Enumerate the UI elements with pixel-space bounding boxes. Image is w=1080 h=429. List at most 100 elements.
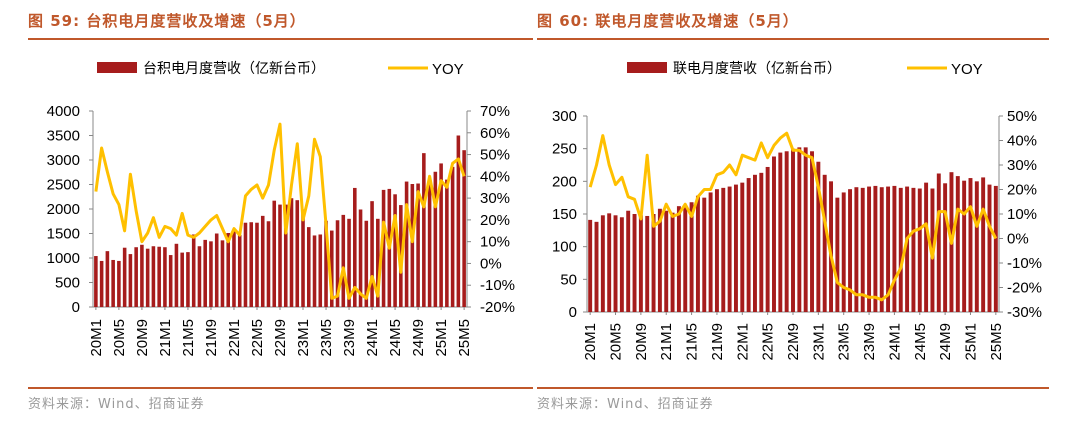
left-tick-label: 2000 — [47, 201, 80, 218]
right-tick-label: 0% — [1007, 231, 1029, 248]
revenue-bar — [740, 182, 745, 312]
revenue-bar — [306, 227, 311, 307]
legend-bar-label: 台积电月度营收（亿新台币） — [143, 61, 325, 77]
revenue-bar — [272, 200, 277, 307]
left-tick-label: 0 — [72, 299, 80, 316]
x-tick-label: 24M9 — [410, 319, 427, 357]
revenue-bar — [318, 234, 323, 307]
revenue-bar — [968, 178, 973, 312]
revenue-bar — [330, 230, 334, 307]
revenue-bar — [632, 214, 637, 312]
left-tick-label: 4000 — [47, 103, 80, 120]
revenue-bar — [180, 252, 184, 307]
x-tick-label: 21M5 — [180, 319, 197, 357]
revenue-bar — [683, 207, 688, 312]
x-tick-label: 21M1 — [157, 319, 174, 357]
revenue-bar — [237, 234, 242, 307]
revenue-bar — [295, 200, 300, 307]
left-tick-label: 3500 — [47, 128, 80, 145]
x-tick-label: 25M1 — [433, 319, 450, 357]
revenue-bar — [462, 150, 466, 307]
revenue-bar — [393, 194, 397, 307]
x-tick-label: 24M1 — [364, 319, 381, 357]
revenue-bar — [433, 171, 438, 307]
revenue-bar — [708, 192, 713, 312]
legend-bar-swatch — [627, 62, 667, 73]
revenue-bar — [191, 234, 196, 307]
revenue-bar — [301, 209, 305, 307]
legend-line-label: YOY — [432, 61, 464, 78]
source-rule — [28, 387, 533, 389]
left-tick-label: 50 — [560, 271, 577, 288]
revenue-bar — [924, 182, 929, 312]
revenue-bar — [981, 177, 986, 312]
left-tick-label: 250 — [552, 141, 577, 158]
x-tick-label: 21M5 — [684, 323, 701, 361]
revenue-bar — [128, 254, 133, 307]
revenue-bar — [613, 215, 618, 312]
x-tick-label: 20M9 — [134, 319, 151, 357]
revenue-bar — [370, 201, 374, 307]
revenue-bar — [816, 161, 821, 312]
revenue-bar — [619, 217, 624, 312]
revenue-bar — [249, 222, 254, 307]
x-tick-label: 22M5 — [249, 319, 266, 357]
revenue-bar — [134, 247, 138, 307]
revenue-bar — [243, 222, 248, 307]
x-tick-label: 23M9 — [861, 323, 878, 361]
revenue-bar — [727, 186, 732, 312]
revenue-bar — [111, 259, 115, 307]
revenue-bar — [848, 189, 853, 312]
left-tick-label: 0 — [569, 304, 577, 321]
revenue-bar — [197, 246, 202, 307]
revenue-bar — [445, 179, 449, 307]
revenue-bar — [657, 208, 662, 312]
revenue-bar — [456, 135, 461, 307]
revenue-bar — [721, 187, 726, 312]
revenue-bar — [645, 215, 650, 312]
revenue-bar — [993, 185, 998, 312]
right-tick-label: -10% — [1007, 255, 1042, 272]
revenue-bar — [987, 184, 992, 312]
tsmc-revenue-chart: 台积电月度营收（亿新台币） YOY 0 500 1000 1500 2000 2500 3000… — [47, 61, 515, 357]
right-tick-label: 30% — [480, 190, 510, 207]
revenue-bar — [974, 181, 979, 312]
revenue-bar — [670, 212, 675, 312]
revenue-bar — [289, 198, 294, 307]
revenue-bar — [600, 215, 605, 312]
left-tick-label: 500 — [55, 275, 80, 292]
title-rule — [537, 38, 1049, 40]
x-tick-label: 23M5 — [836, 323, 853, 361]
left-tick-label: 200 — [552, 173, 577, 190]
revenue-bar — [214, 233, 219, 307]
revenue-bar — [283, 204, 288, 307]
revenue-bar — [174, 243, 179, 307]
revenue-bar — [911, 187, 916, 312]
revenue-bar — [936, 173, 941, 312]
revenue-bar — [122, 247, 127, 307]
revenue-bar — [105, 251, 110, 307]
revenue-bar — [917, 188, 922, 312]
revenue-bar — [145, 248, 150, 307]
right-tick-label: 60% — [480, 125, 510, 142]
revenue-bar — [651, 214, 656, 312]
x-tick-label: 20M1 — [582, 323, 599, 361]
revenue-bar — [772, 156, 776, 312]
revenue-bar — [702, 197, 707, 312]
left-tick-label: 150 — [552, 206, 577, 223]
x-tick-label: 24M9 — [937, 323, 954, 361]
revenue-bar — [822, 174, 827, 312]
revenue-bar — [594, 221, 599, 312]
revenue-bar — [955, 176, 960, 312]
left-tick-label: 1000 — [47, 250, 80, 267]
yoy-line — [94, 122, 466, 300]
revenue-bar — [209, 241, 213, 307]
revenue-bar — [962, 180, 967, 312]
revenue-bar — [324, 220, 328, 307]
revenue-bar — [898, 187, 903, 312]
left-tick-label: 2500 — [47, 177, 80, 194]
revenue-bar — [626, 210, 631, 312]
revenue-bar — [797, 147, 802, 312]
x-tick-label: 24M5 — [912, 323, 929, 361]
figure-title: 图 59: 台积电月度营收及增速（5月） — [28, 12, 306, 30]
